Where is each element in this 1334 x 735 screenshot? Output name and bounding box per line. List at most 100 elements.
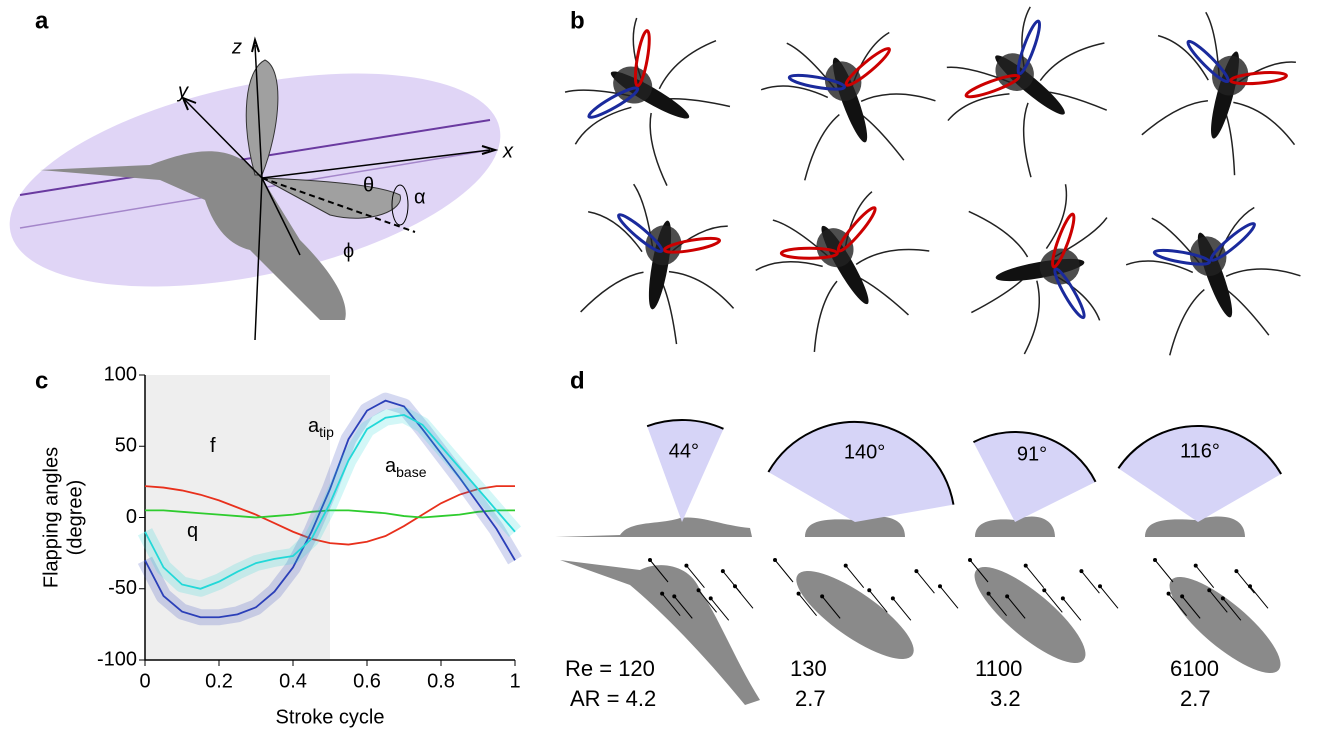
wing-stick xyxy=(1006,596,1026,619)
leg xyxy=(588,210,643,253)
wing-stick xyxy=(916,570,935,594)
sweep-wedge xyxy=(647,420,724,522)
leg xyxy=(860,93,936,102)
wing-dot xyxy=(843,563,848,568)
wing-stick xyxy=(1181,596,1201,619)
wing-dot xyxy=(1220,596,1225,601)
insect xyxy=(968,184,1108,355)
angle-label: θ xyxy=(363,174,374,196)
wing-stick xyxy=(710,598,730,621)
y-tick-label: -50 xyxy=(108,577,137,599)
insect xyxy=(564,17,731,186)
wing-stick xyxy=(1062,598,1082,621)
insect xyxy=(760,31,936,181)
wing-dot xyxy=(820,594,825,599)
leg xyxy=(968,210,1029,258)
insect-silhouette xyxy=(974,566,1086,664)
panel-label: c xyxy=(35,367,48,394)
wing-stick xyxy=(845,565,865,588)
leg xyxy=(755,260,823,272)
re-label: 1100 xyxy=(975,656,1022,681)
wing-dot xyxy=(1060,596,1065,601)
line xyxy=(144,399,516,619)
wing xyxy=(1229,71,1288,86)
leg xyxy=(1157,34,1209,81)
wing-stick xyxy=(798,593,817,616)
wing-dot xyxy=(1042,588,1047,593)
wing-dot xyxy=(890,596,895,601)
leg xyxy=(649,112,668,186)
wing-dot xyxy=(1193,563,1198,568)
angle-label: α xyxy=(414,186,426,208)
panel-label: a xyxy=(35,7,49,34)
wing-dot xyxy=(773,558,777,562)
wing-dot xyxy=(708,596,713,601)
thorax xyxy=(1039,248,1080,285)
wing xyxy=(1051,212,1076,269)
wing-profile xyxy=(555,517,752,537)
x-tick-label: 0.2 xyxy=(205,670,233,692)
wing-stick xyxy=(969,559,989,583)
leg xyxy=(1039,42,1105,81)
wing-stick xyxy=(673,596,693,619)
wing-stick xyxy=(1168,593,1187,616)
wing-stick xyxy=(939,585,959,609)
wing-dot xyxy=(720,569,725,574)
wing-dot xyxy=(1153,558,1157,562)
wing xyxy=(964,73,1021,99)
sweep-wedge xyxy=(973,432,1096,522)
y-tick-label: 100 xyxy=(104,363,137,385)
wing-dot xyxy=(1166,591,1171,596)
leg xyxy=(813,280,838,353)
thorax xyxy=(1189,236,1227,276)
wing-dot xyxy=(648,558,652,562)
wing-profile xyxy=(975,516,1055,537)
leg xyxy=(668,270,735,309)
x-tick-label: 0.8 xyxy=(427,670,455,692)
wing-dot xyxy=(867,588,872,593)
leg xyxy=(1022,102,1032,178)
line xyxy=(144,413,516,590)
leg xyxy=(658,40,717,90)
leg xyxy=(947,93,1010,122)
wing-stick xyxy=(988,593,1007,616)
sweep-arc xyxy=(646,419,724,430)
wing-stick xyxy=(686,565,705,588)
y-axis-label: Flapping angles xyxy=(40,447,62,588)
panel-b-photos xyxy=(564,6,1301,356)
y-axis-label: (degree) xyxy=(64,480,86,556)
wing-dot xyxy=(968,558,972,562)
leg xyxy=(1045,184,1068,249)
series-subscript: tip xyxy=(319,424,334,440)
insect-silhouette xyxy=(560,560,760,705)
x-tick-label: 1 xyxy=(509,670,520,692)
wing xyxy=(633,29,651,88)
leg xyxy=(1169,288,1205,356)
wing-dot xyxy=(1207,588,1212,593)
wing-dot xyxy=(672,594,677,599)
re-label: 6100 xyxy=(1170,656,1219,681)
line xyxy=(144,485,515,546)
angle-label: 116° xyxy=(1180,440,1220,462)
wing-stick xyxy=(821,596,841,619)
wing-stick xyxy=(774,559,794,583)
wing-dot xyxy=(1005,594,1010,599)
wing-stick xyxy=(649,559,669,583)
sweep-arc xyxy=(767,421,955,505)
wing xyxy=(779,246,839,260)
series-label: abase xyxy=(385,455,427,479)
insect-silhouette xyxy=(1169,576,1281,674)
thorax xyxy=(645,225,682,266)
wing xyxy=(662,236,722,254)
wing-dot xyxy=(696,588,701,593)
panel-d-diagram: 44° 140° 91° 116° Re = 120 130 1100 6100 AR = 4.… xyxy=(555,419,1283,711)
wing-stick xyxy=(1154,559,1174,583)
y-tick-label: 0 xyxy=(126,506,137,528)
wing-dot xyxy=(1079,569,1084,574)
re-label: Re = 120 xyxy=(565,656,655,681)
wing-stick xyxy=(1249,585,1269,609)
shaded-region xyxy=(145,375,330,660)
angle-label: 44° xyxy=(669,440,699,462)
